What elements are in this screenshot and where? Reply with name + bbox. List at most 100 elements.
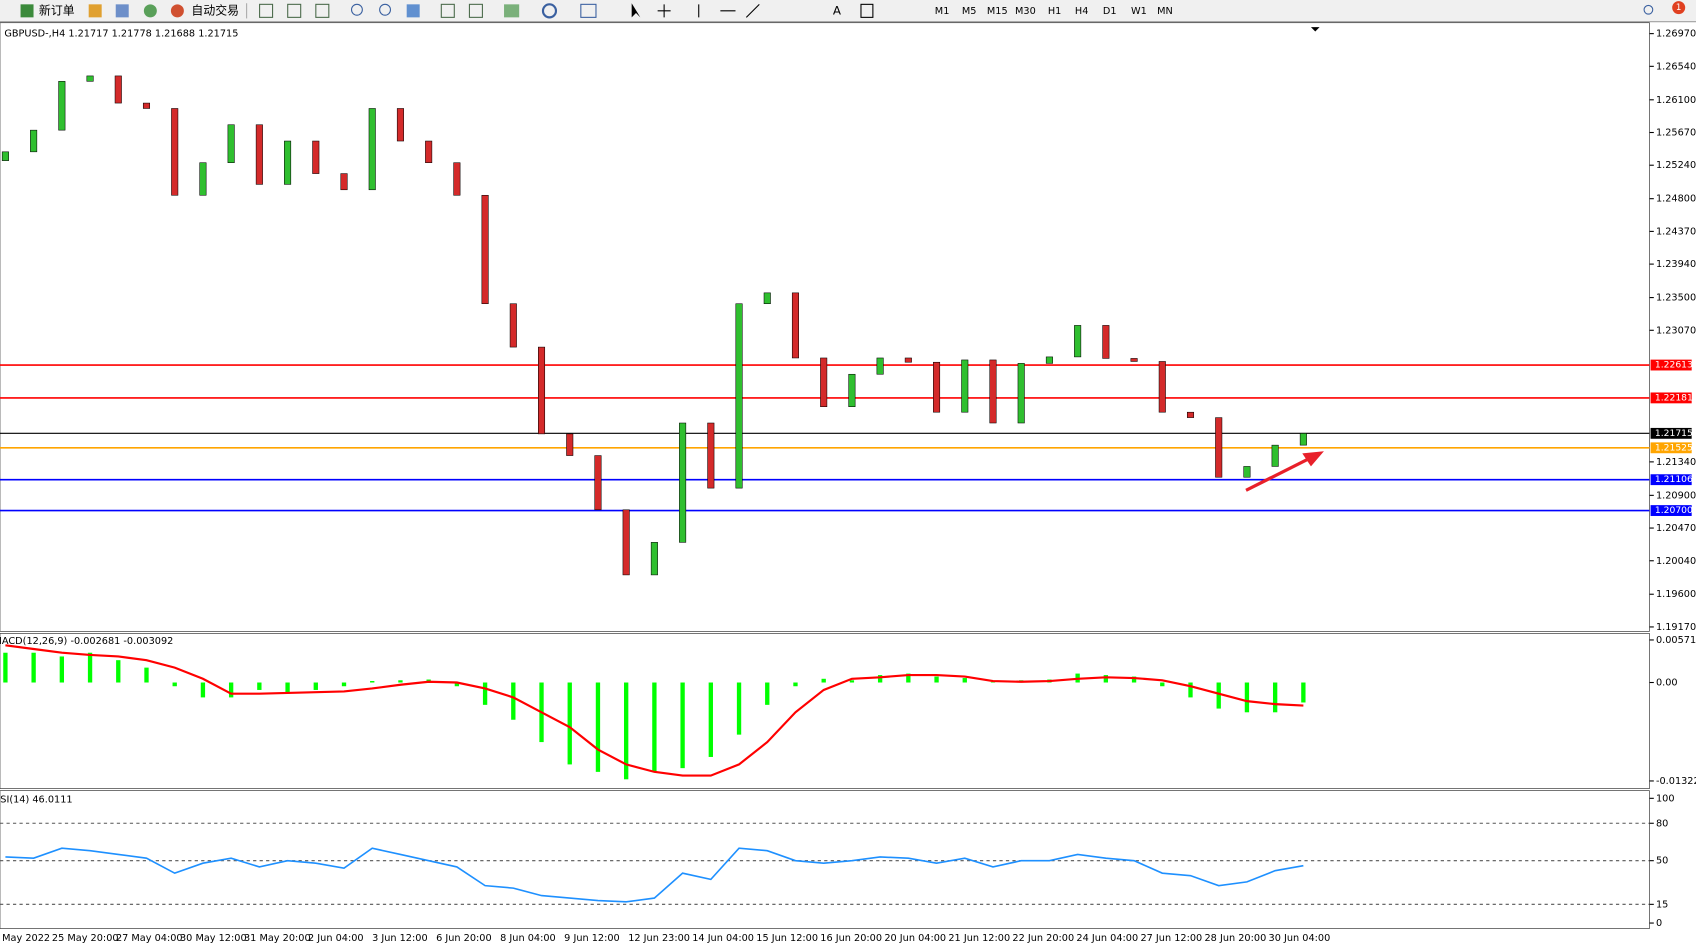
macd-bar	[341, 682, 347, 687]
candle	[679, 422, 687, 543]
auto-trading-button[interactable]: 自动交易	[191, 3, 239, 17]
candle	[199, 162, 207, 196]
x-tick-label: May 2022	[2, 933, 50, 944]
macd-bar	[1188, 682, 1193, 698]
y-tick-label: 1.26540	[1656, 61, 1696, 72]
y-tick-label: 1.23500	[1656, 293, 1696, 304]
candle	[820, 357, 828, 407]
main-panel	[0, 22, 1650, 632]
candle	[1243, 466, 1251, 478]
new-order-button[interactable]: 新订单	[39, 3, 75, 17]
y-tick-label: 1.19600	[1656, 589, 1696, 600]
candle	[312, 140, 320, 174]
x-tick-label: 2 Jun 04:00	[308, 933, 364, 944]
cursor-icon	[631, 3, 641, 18]
macd-bar	[736, 682, 742, 735]
timeframe-button[interactable]: H4	[1075, 6, 1088, 17]
macd-bar	[821, 678, 826, 683]
macd-bar	[3, 652, 8, 683]
macd-bar	[906, 673, 911, 683]
candle	[848, 373, 856, 407]
macd-bar	[228, 682, 234, 698]
x-tick-label: 3 Jun 12:00	[372, 933, 428, 944]
x-tick-label: 28 Jun 20:00	[1205, 933, 1267, 944]
macd-panel	[0, 633, 1650, 789]
icon	[541, 3, 558, 19]
candle	[255, 124, 263, 185]
y-tick-label: 1.26100	[1656, 95, 1696, 106]
rsi-header: RSI(14) 46.0111	[0, 794, 73, 805]
level-tag	[1650, 505, 1692, 516]
candle	[1045, 356, 1053, 364]
timeframe-button[interactable]: D1	[1103, 6, 1117, 17]
icon	[504, 4, 520, 18]
x-tick-label: 16 Jun 20:00	[820, 933, 882, 944]
macd-bar	[116, 660, 121, 683]
macd-bar	[793, 682, 798, 687]
macd-bar	[652, 682, 657, 772]
candle	[425, 140, 433, 163]
macd-bar	[1103, 675, 1109, 683]
y-tick-label: 1.25670	[1656, 128, 1696, 139]
macd-bar	[144, 667, 149, 683]
macd-bar	[624, 682, 629, 780]
y-tick-label: 1.21340	[1656, 457, 1696, 468]
timeframe-button[interactable]: W1	[1131, 6, 1147, 17]
y-tick-label: 1.26970	[1656, 29, 1696, 40]
icon	[115, 4, 129, 18]
x-tick-label: 24 Jun 04:00	[1076, 933, 1138, 944]
y-tick-label: -0.013222	[1656, 776, 1696, 787]
macd-bar	[595, 682, 601, 772]
macd-bar	[1301, 682, 1306, 703]
x-tick-label: 25 May 20:00	[52, 933, 119, 944]
macd-bar	[454, 682, 460, 687]
timeframe-button[interactable]: MN	[1157, 6, 1173, 17]
signal-line	[5, 644, 1304, 777]
search-icon	[1643, 4, 1654, 15]
candle	[1271, 444, 1279, 467]
icon	[20, 4, 34, 18]
macd-bar	[511, 682, 516, 720]
timeframe-button[interactable]: M30	[1015, 6, 1036, 17]
y-tick-label: 0.00	[1656, 678, 1678, 689]
candle	[86, 75, 94, 82]
timeframe-button[interactable]: H1	[1048, 6, 1061, 17]
level-label: 1.22613	[1655, 360, 1693, 371]
y-tick-label: 1.20900	[1656, 490, 1696, 501]
macd-bar	[1272, 682, 1278, 713]
candle	[1299, 433, 1307, 446]
candle	[368, 108, 376, 191]
macd-bar	[1216, 682, 1221, 709]
macd-bar	[172, 682, 177, 687]
x-tick-label: 27 May 04:00	[116, 933, 183, 944]
annotation-arrowhead	[1302, 451, 1324, 467]
icon	[287, 3, 302, 18]
candle	[509, 303, 517, 348]
macd-bar	[370, 681, 375, 683]
macd-bar	[1131, 676, 1137, 683]
macd-bar	[990, 681, 996, 683]
icon	[350, 3, 363, 16]
y-tick-label: 15	[1656, 899, 1668, 910]
level-tag	[1650, 442, 1692, 454]
timeframe-button[interactable]: M1	[935, 6, 950, 17]
macd-bar	[257, 682, 262, 690]
macd-bar	[849, 680, 855, 683]
x-tick-label: 31 May 20:00	[244, 933, 311, 944]
timeframe-button[interactable]: M15	[987, 6, 1008, 17]
y-tick-label: 80	[1656, 818, 1668, 829]
candle	[340, 173, 348, 191]
x-tick-label: 21 Jun 12:00	[948, 933, 1010, 944]
timeframe-button[interactable]: M5	[962, 6, 977, 17]
shift-marker	[1310, 27, 1320, 32]
y-tick-label: 50	[1656, 856, 1668, 867]
candle	[1017, 363, 1025, 424]
macd-bar	[285, 682, 290, 694]
icon	[259, 3, 274, 18]
candle	[650, 542, 658, 576]
level-label: 1.22181	[1655, 392, 1693, 403]
y-tick-label: 1.23940	[1656, 259, 1696, 270]
y-tick-label: 1.24370	[1656, 226, 1696, 237]
icon	[860, 3, 874, 18]
macd-bar	[59, 656, 65, 683]
